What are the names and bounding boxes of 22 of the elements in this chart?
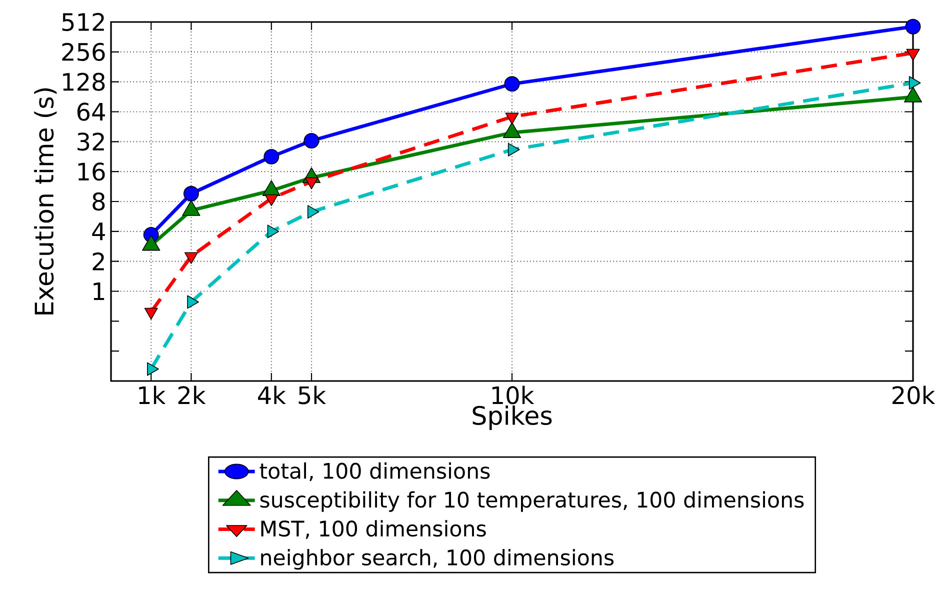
x-tick-label: 20k: [892, 386, 936, 404]
y-tick-label: 128: [63, 72, 105, 91]
y-tick-label: 256: [62, 42, 105, 61]
y-tick-label: 8: [92, 192, 105, 211]
y-tick-label: 64: [77, 102, 105, 121]
y-tick-label: 1: [94, 282, 104, 300]
x-tick-label: 5k: [298, 386, 326, 404]
x-axis-title: Spikes: [472, 405, 552, 430]
legend-label: total, 100 dimensions: [260, 462, 490, 482]
legend-label: MST, 100 dimensions: [261, 520, 486, 539]
x-tick-label: 10k: [492, 386, 534, 404]
x-tick-label: 1k: [139, 386, 166, 404]
y-tick-label: 2: [92, 252, 104, 270]
y-tick-label: 512: [62, 12, 104, 32]
y-tick-label: 32: [78, 132, 104, 151]
y-tick-label: 16: [78, 162, 105, 181]
legend-label: neighbor search, 100 dimensions: [261, 549, 614, 570]
y-tick-label: 4: [92, 222, 105, 240]
legend-label: susceptibility for 10 temperatures, 100 dimensions: [260, 491, 804, 512]
y-axis-title: Execution time (s): [34, 88, 57, 314]
x-tick-label: 2k: [178, 386, 206, 404]
x-tick-label: 4k: [258, 386, 286, 404]
